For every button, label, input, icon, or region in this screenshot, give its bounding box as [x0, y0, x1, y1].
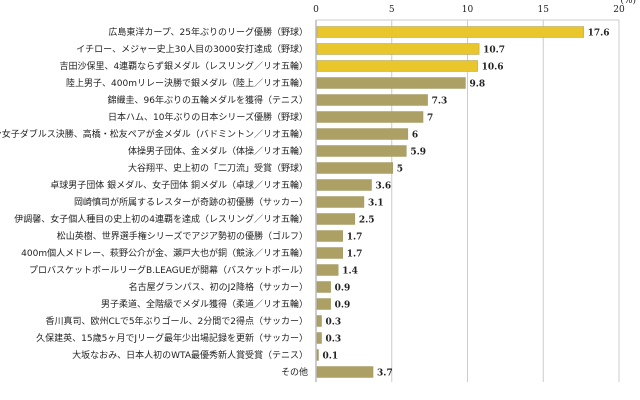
bar: [316, 111, 424, 123]
bar: [316, 213, 356, 225]
value-label: 9.8: [469, 80, 485, 90]
category-label: 名古屋グランパス、初のJ2降格（サッカー）: [129, 281, 308, 293]
bar: [316, 349, 319, 361]
value-label: 3.7: [377, 369, 393, 379]
value-label: 17.6: [588, 29, 610, 39]
bar: [316, 281, 331, 293]
bar: [316, 366, 374, 378]
value-label: 0.3: [326, 318, 342, 328]
bar: [316, 315, 322, 327]
value-label: 0.1: [323, 352, 339, 362]
value-label: 10.7: [483, 46, 505, 56]
category-label: 吉田沙保里、4連覇ならず銀メダル（レスリング／リオ五輪）: [59, 60, 308, 72]
value-label: 3.6: [376, 182, 392, 192]
bar: [316, 128, 409, 140]
value-label: 1.4: [342, 267, 358, 277]
category-label: 香川真司、欧州CLで5年ぶりゴール、2分間で2得点（サッカー）: [46, 315, 308, 327]
bar: [316, 162, 393, 174]
value-label: 5.9: [410, 148, 426, 158]
value-label: 0.3: [326, 335, 342, 345]
category-label: プロバスケットボールリーグB.LEAGUEが開幕（バスケットボール）: [29, 264, 308, 276]
category-label: 大谷翔平、史上初の「二刀流」受賞（野球）: [128, 162, 308, 174]
category-label: 卓球男子団体 銀メダル、女子団体 銅メダル（卓球／リオ五輪）: [50, 179, 308, 191]
unit-label: (%): [620, 0, 636, 6]
value-label: 7.3: [432, 97, 448, 107]
value-label: 10.6: [482, 63, 504, 73]
category-label: 陸上男子、400mリレー決勝で銀メダル（陸上／リオ五輪）: [66, 77, 308, 89]
value-label: 7: [427, 114, 433, 124]
bar: [316, 94, 428, 106]
bar: [316, 332, 322, 344]
x-tick-label: 5: [389, 5, 395, 15]
value-label: 6: [412, 131, 418, 141]
category-label: 松山英樹、世界選手権シリーズでアジア勢初の優勝（ゴルフ）: [57, 230, 308, 242]
category-label: 伊調馨、女子個人種目の史上初の4連覇を達成（レスリング／リオ五輪）: [14, 213, 308, 225]
value-label: 1.7: [347, 250, 363, 260]
x-tick-label: 15: [538, 5, 550, 15]
value-label: 0.9: [335, 284, 351, 294]
value-label: 3.1: [368, 199, 384, 209]
bar: [316, 145, 407, 157]
category-label: 日本ハム、10年ぶりの日本シリーズ優勝（野球）: [108, 111, 308, 123]
bar: [316, 264, 339, 276]
x-tick-label: 0: [313, 5, 319, 15]
bar: [316, 26, 584, 38]
value-label: 0.9: [335, 301, 351, 311]
bar: [316, 247, 343, 259]
bar: [316, 60, 478, 72]
category-label: バドミントン女子ダブルス決勝、高橋・松友ペアが金メダル（バドミントン／リオ五輪）: [0, 128, 308, 140]
category-label: 体操男子団体、金メダル（体操／リオ五輪）: [128, 145, 308, 157]
value-label: 5: [397, 165, 403, 175]
bar: [316, 298, 331, 310]
value-label: 2.5: [359, 216, 375, 226]
category-label: その他: [281, 366, 308, 378]
value-label: 1.7: [347, 233, 363, 243]
category-label: 久保建英、15歳5ヶ月でJリーグ最年少出場記録を更新（サッカー）: [36, 332, 308, 344]
bar: [316, 77, 466, 89]
category-label: 大坂なおみ、日本人初のWTA最優秀新人賞受賞（テニス）: [72, 349, 308, 361]
category-label: 錦織圭、96年ぶりの五輪メダルを獲得（テニス）: [108, 94, 308, 106]
bar: [316, 196, 365, 208]
category-label: 男子柔道、全階級でメダル獲得（柔道／リオ五輪）: [101, 298, 308, 310]
bar: [316, 43, 480, 55]
bar: [316, 179, 372, 191]
category-label: 広島東洋カープ、25年ぶりのリーグ優勝（野球）: [108, 26, 308, 38]
category-label: 400m個人メドレー、萩野公介が金、瀬戸大也が銅（競泳／リオ五輪）: [21, 247, 308, 259]
bar: [316, 230, 343, 242]
category-label: 岡崎慎司が所属するレスターが奇跡の初優勝（サッカー）: [74, 196, 308, 208]
x-tick-label: 10: [462, 5, 474, 15]
x-tick-label: 20: [613, 5, 625, 15]
category-label: イチロー、メジャー史上30人目の3000安打達成（野球）: [76, 43, 308, 55]
